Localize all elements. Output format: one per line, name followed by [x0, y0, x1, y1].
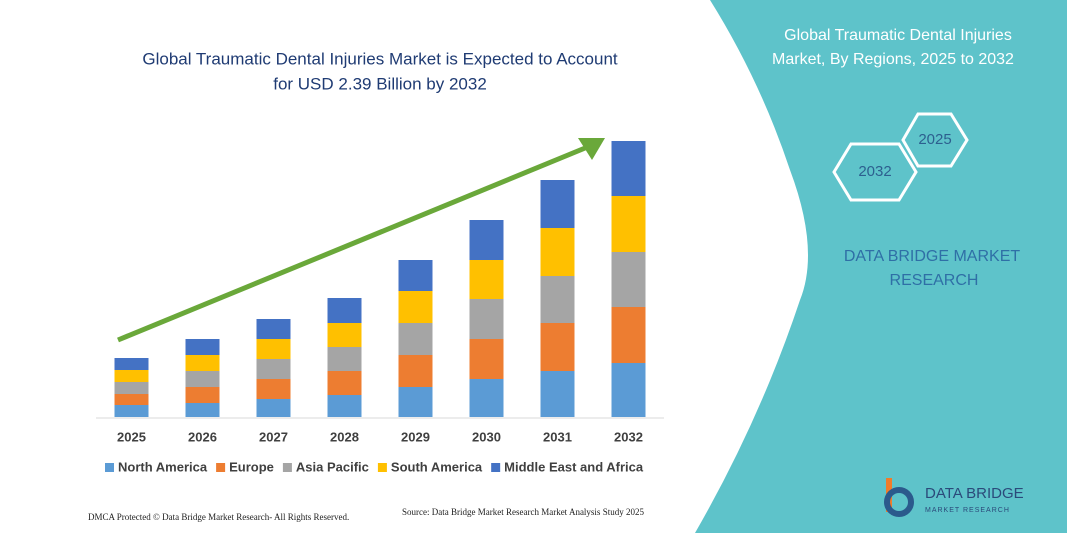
bar-segment	[611, 363, 646, 417]
bar-segment	[398, 291, 433, 323]
bar-segment	[540, 276, 575, 323]
panel-brand: RESEARCH	[890, 272, 979, 289]
legend-swatch	[216, 463, 226, 472]
logo: DATA BRIDGE MARKET RESEARCH	[884, 478, 1024, 517]
footer-right: Source: Data Bridge Market Research Mark…	[402, 507, 644, 517]
x-tick-label: 2025	[117, 429, 146, 444]
bar-segment	[114, 394, 149, 405]
x-tick-label: 2030	[472, 429, 501, 444]
footer-left: DMCA Protected © Data Bridge Market Rese…	[88, 512, 349, 522]
legend: North America Europe Asia Pacific South Ame…	[105, 459, 644, 474]
bar-segment	[611, 307, 646, 363]
x-tick-label: 2027	[259, 429, 288, 444]
logo-name: DATA BRIDGE	[925, 485, 1024, 502]
legend-swatch	[105, 463, 114, 472]
bar-segment	[327, 323, 362, 347]
panel-title: Global Traumatic Dental Injuries	[784, 27, 1012, 44]
bar-segment	[185, 403, 220, 417]
bar-segment	[327, 395, 362, 417]
hexagon	[832, 142, 918, 202]
bar-segment	[256, 399, 291, 417]
bar-segment	[540, 371, 575, 417]
bar-segment	[114, 405, 149, 417]
legend-label: Middle East and Africa	[504, 459, 644, 474]
bar-segment	[185, 355, 220, 371]
bars: 2025 2026 2027 2028 2029 2030 2031 2032	[114, 141, 646, 444]
panel-title: Market, By Regions, 2025 to 2032	[772, 51, 1014, 68]
bar-segment	[114, 370, 149, 382]
bar-segment	[611, 141, 646, 196]
bar-segment	[398, 260, 433, 291]
legend-label: South America	[391, 459, 483, 474]
bar-segment	[469, 260, 504, 299]
bar-segment	[327, 371, 362, 395]
trend-arrow	[117, 143, 591, 343]
side-panel	[695, 0, 1067, 533]
panel-brand: DATA BRIDGE MARKET	[844, 248, 1021, 265]
hex-label: 2025	[918, 131, 951, 148]
x-tick-label: 2031	[543, 429, 572, 444]
bar-segment	[327, 298, 362, 323]
hexagon	[901, 112, 969, 168]
bar-segment	[398, 387, 433, 417]
legend-swatch	[377, 463, 387, 472]
bar-segment	[185, 371, 220, 387]
x-tick-label: 2026	[188, 429, 217, 444]
bar-segment	[185, 387, 220, 403]
x-tick-label: 2029	[401, 429, 430, 444]
bar-segment	[256, 319, 291, 339]
bar-segment	[611, 252, 646, 307]
bar-segment	[114, 358, 149, 370]
logo-tagline: MARKET RESEARCH	[925, 507, 1010, 514]
legend-swatch	[282, 463, 292, 472]
bar-segment	[540, 228, 575, 276]
x-tick-label: 2028	[330, 429, 359, 444]
x-tick-label: 2032	[614, 429, 643, 444]
bar-segment	[114, 382, 149, 394]
bar-segment	[469, 220, 504, 260]
bar-segment	[256, 359, 291, 379]
chart-title: Global Traumatic Dental Injuries Market …	[142, 49, 618, 68]
legend-swatch	[491, 463, 501, 472]
bar-segment	[185, 339, 220, 355]
bar-segment	[611, 196, 646, 252]
legend-label: Europe	[229, 459, 274, 474]
legend-label: North America	[118, 459, 208, 474]
bar-segment	[469, 339, 504, 379]
bar-segment	[256, 339, 291, 359]
bar-segment	[256, 379, 291, 399]
bar-segment	[469, 379, 504, 417]
bar-segment	[398, 323, 433, 355]
bar-segment	[540, 180, 575, 228]
logo-mark	[884, 487, 914, 517]
hex-label: 2032	[858, 163, 891, 180]
bar-segment	[540, 323, 575, 371]
bar-segment	[398, 355, 433, 387]
bar-segment	[469, 299, 504, 339]
chart-title: for USD 2.39 Billion by 2032	[273, 74, 487, 93]
bar-segment	[327, 347, 362, 371]
arrow-head	[578, 138, 605, 160]
legend-label: Asia Pacific	[296, 459, 369, 474]
